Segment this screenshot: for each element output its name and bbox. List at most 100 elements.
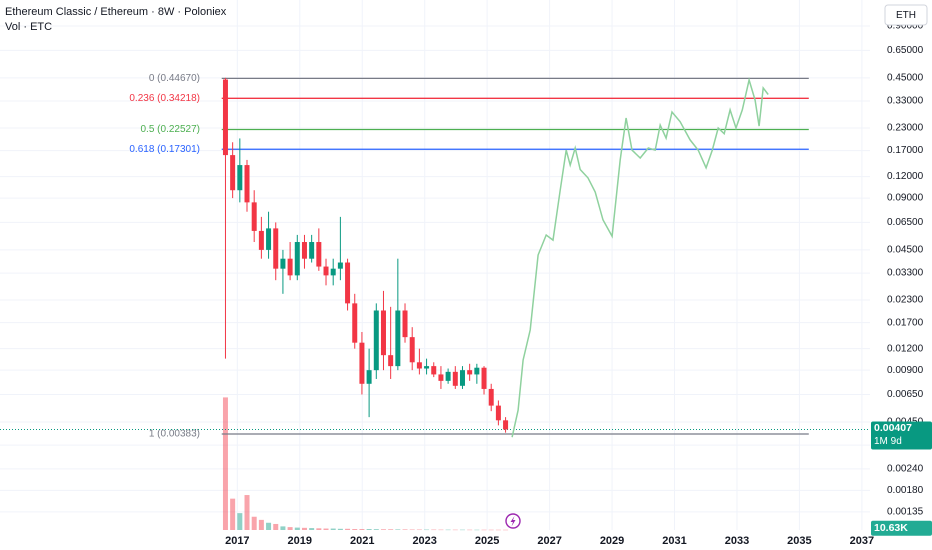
candle-body — [237, 165, 243, 191]
candle-body — [287, 258, 293, 276]
volume-bar — [244, 495, 250, 530]
candle-body — [330, 268, 336, 276]
candle-body — [222, 79, 228, 156]
fib-layer: 0 (0.44670) 0.236 (0.34218) 0.5 (0.22527) 0… — [0, 73, 870, 440]
projection-line — [511, 77, 769, 438]
volume-bar — [287, 527, 293, 530]
volume-bar — [345, 528, 351, 530]
volume-bar — [424, 529, 430, 531]
volume-bar — [474, 529, 480, 531]
y-tick-label: 0.00650 — [887, 389, 924, 400]
volume-bar — [467, 529, 473, 531]
lightning-icon[interactable] — [505, 513, 521, 529]
y-tick-label: 0.06500 — [887, 217, 924, 228]
candle-body — [488, 388, 494, 406]
candle-body — [459, 370, 465, 386]
chart-title: Ethereum Classic / Ethereum · 8W · Polon… — [5, 6, 227, 18]
last-price-badge — [871, 421, 932, 450]
y-tick-label: 0.45000 — [887, 72, 924, 83]
y-tick-label: 0.03300 — [887, 268, 924, 279]
candle-body — [503, 420, 509, 430]
candle-body — [416, 362, 422, 369]
candle-body — [424, 366, 430, 369]
y-tick-label: 0.00180 — [887, 485, 924, 496]
candle-body — [467, 370, 473, 375]
volume-bar — [445, 529, 451, 531]
candle-body — [251, 202, 257, 231]
y-tick-label: 0.04500 — [887, 245, 924, 256]
x-tick-label: 2021 — [350, 535, 374, 547]
countdown-label: 1M 9d — [874, 436, 902, 447]
fib-label: 0.5 (0.22527) — [141, 124, 201, 135]
candle-body — [230, 155, 236, 191]
volume-bar — [316, 528, 322, 530]
volume-layer — [222, 397, 509, 531]
volume-bar — [237, 513, 243, 530]
volume-bar — [280, 526, 286, 530]
currency-button[interactable] — [884, 4, 928, 26]
volume-bar — [402, 529, 408, 530]
fib-label: 1 (0.00383) — [149, 429, 200, 440]
volume-bar — [301, 527, 307, 530]
x-tick-label: 2019 — [288, 535, 312, 547]
volume-bar — [230, 498, 236, 530]
candle-body — [402, 310, 408, 338]
candle-body — [380, 310, 386, 356]
grid-layer — [0, 0, 870, 530]
candle-body — [366, 370, 372, 384]
candle-body — [452, 371, 458, 386]
candle-body — [445, 371, 451, 381]
volume-bar — [416, 529, 422, 531]
volume-bar — [330, 528, 336, 530]
y-tick-label: 0.00240 — [887, 464, 924, 475]
candle-body — [266, 228, 272, 250]
candle-body — [409, 337, 415, 363]
x-tick-label: 2037 — [850, 535, 874, 547]
candle-body — [309, 242, 315, 259]
volume-bar — [373, 529, 379, 530]
volume-last-label: 10.63K — [874, 522, 908, 534]
candle-body — [273, 228, 279, 269]
volume-bar — [409, 529, 415, 531]
candle-body — [474, 367, 480, 375]
last-price-label: 0.00407 — [874, 422, 912, 434]
volume-bar — [309, 528, 315, 530]
volume-bar — [352, 529, 358, 530]
y-tick-label: 0.02300 — [887, 295, 924, 306]
currency-button-label[interactable]: ETH — [896, 10, 916, 21]
lightning-bolt[interactable] — [510, 516, 516, 527]
candle-body — [388, 355, 394, 367]
volume-bar — [366, 529, 372, 530]
y-tick-label: 0.17000 — [887, 145, 924, 156]
volume-bar — [294, 527, 300, 530]
volume-badge — [871, 520, 932, 536]
candle-body — [280, 258, 286, 269]
y-tick-label: 0.01700 — [887, 317, 924, 328]
candle-body — [244, 165, 250, 203]
volume-bar — [395, 529, 401, 530]
x-tick-label: 2025 — [475, 535, 499, 547]
volume-bar — [452, 529, 458, 531]
x-tick-label: 2031 — [662, 535, 686, 547]
candle-body — [352, 303, 358, 343]
volume-bar — [359, 529, 365, 530]
y-tick-label: 0.00135 — [887, 507, 924, 518]
volume-bar — [380, 529, 386, 530]
volume-bar — [388, 529, 394, 530]
fib-label: 0 (0.44670) — [149, 73, 200, 84]
candle-body — [258, 230, 264, 250]
fib-label: 0.236 (0.34218) — [129, 93, 200, 104]
x-tick-label: 2023 — [412, 535, 436, 547]
volume-bar — [503, 529, 509, 531]
fib-label: 0.618 (0.17301) — [129, 144, 200, 155]
volume-bar — [273, 523, 279, 530]
projection-layer — [511, 77, 769, 438]
volume-title: Vol · ETC — [5, 21, 52, 33]
axis-layer: 0.90000 0.65000 0.45000 0.33000 0.23000 0.170… — [225, 21, 932, 547]
volume-bar — [495, 529, 501, 531]
volume-bar — [323, 528, 329, 530]
y-tick-label: 0.12000 — [887, 171, 924, 182]
x-tick-label: 2035 — [787, 535, 811, 547]
